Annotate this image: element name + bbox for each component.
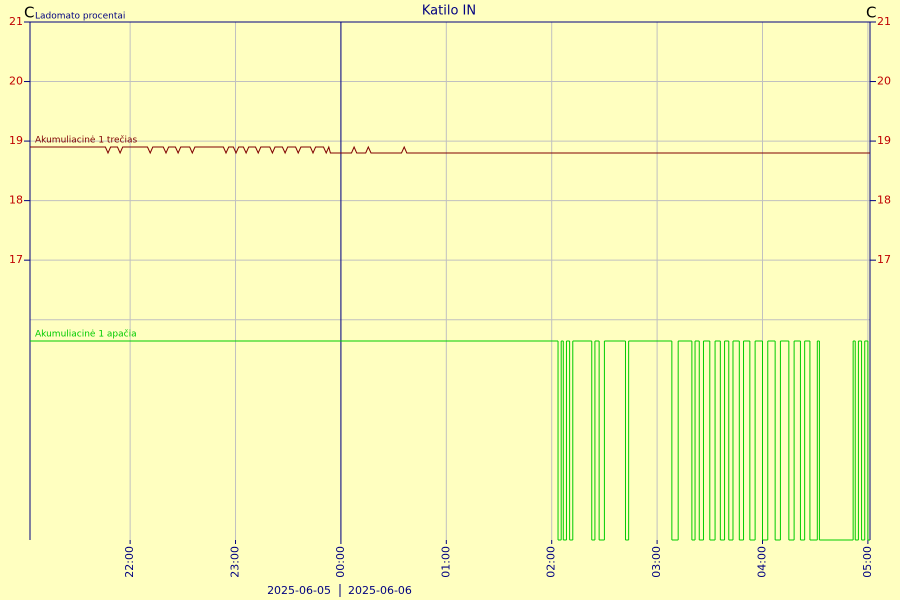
y-tick-label: 18 — [9, 194, 23, 207]
y-tick-label-right: 18 — [877, 194, 891, 207]
x-tick-label: 05:00 — [861, 546, 874, 578]
x-tick-label: 03:00 — [650, 546, 663, 578]
y-axis-label-right: C — [866, 4, 876, 22]
y-tick-label-right: 20 — [877, 75, 891, 88]
y-tick-label: 19 — [9, 134, 23, 147]
y-tick-label: 21 — [9, 15, 23, 28]
x-tick-label: 23:00 — [229, 546, 242, 578]
x-tick-label: 01:00 — [439, 546, 452, 578]
y-tick-label-right: 17 — [877, 253, 891, 266]
y-tick-label-right: 21 — [877, 15, 891, 28]
x-tick-label: 02:00 — [545, 546, 558, 578]
y-axis-label: C — [24, 4, 34, 22]
x-tick-label: 22:00 — [123, 546, 136, 578]
y-tick-label: 17 — [9, 253, 23, 266]
chart-title: Katilo IN — [422, 4, 476, 19]
series-label: Akumuliacinė 1 trečias — [35, 135, 137, 146]
y-tick-label-right: 19 — [877, 134, 891, 147]
subtitle: Ladomato procentai — [35, 12, 125, 22]
series-line — [30, 145, 870, 155]
y-tick-label: 20 — [9, 75, 23, 88]
x-tick-label: 04:00 — [755, 546, 768, 578]
series-label: Akumuliacinė 1 apačia — [35, 329, 137, 340]
date-label: 2025-06-05 — [267, 584, 331, 597]
date-label: 2025-06-06 — [348, 584, 412, 597]
x-tick-label: 00:00 — [334, 546, 347, 578]
